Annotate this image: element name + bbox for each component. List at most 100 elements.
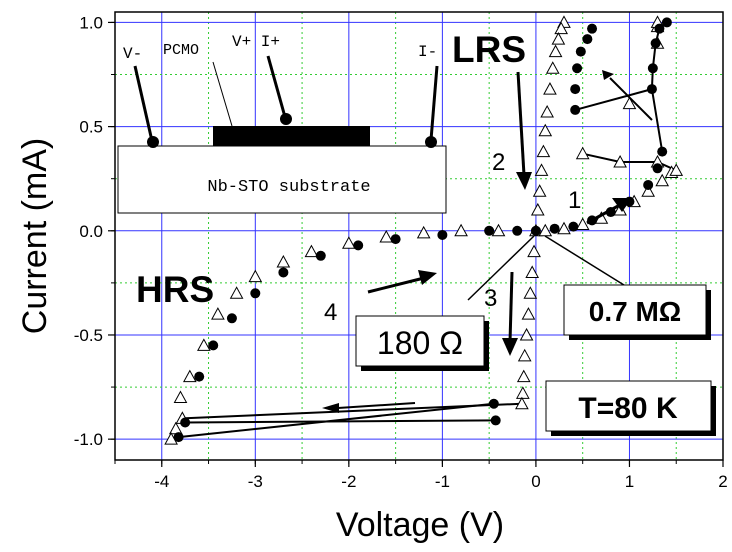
- data-point-circle: [570, 84, 581, 95]
- arrow-bottom: [322, 402, 416, 413]
- data-point-triangle: [622, 96, 637, 110]
- inset-substrate: [117, 145, 447, 214]
- plot-frame: [114, 11, 724, 461]
- inset-vplus-contact: [280, 113, 292, 125]
- data-point-circle: [512, 225, 523, 236]
- series-connector: [574, 88, 653, 111]
- x-tick-label: 0: [531, 472, 540, 491]
- data-point-circle: [208, 340, 219, 351]
- data-point-triangle: [342, 236, 356, 249]
- series-connector: [582, 152, 677, 172]
- x-tick-label: -2: [341, 472, 356, 491]
- data-point-triangle: [641, 184, 656, 197]
- data-point-circle: [250, 288, 261, 299]
- pointer-0-7-megaohm: [544, 235, 633, 291]
- y-axis-title: Current (mA): [16, 138, 54, 334]
- branch-label-2: 2: [492, 149, 505, 176]
- data-point-circle: [530, 225, 541, 236]
- data-point-circle: [484, 225, 495, 236]
- series-layer: [164, 15, 684, 445]
- data-point-triangle: [575, 146, 590, 160]
- inset-schematic: Nb-STO substrate V- PCMO V+ I+ I-: [117, 33, 447, 214]
- data-point-circle: [488, 398, 499, 409]
- data-point-triangle: [304, 244, 319, 258]
- data-point-triangle: [538, 123, 553, 137]
- data-point-triangle: [491, 223, 506, 237]
- r-high-label: 180 Ω: [377, 325, 463, 361]
- data-point-triangle: [527, 244, 541, 258]
- data-point-triangle: [182, 369, 197, 383]
- data-point-triangle: [173, 390, 188, 403]
- data-point-circle: [582, 34, 593, 45]
- data-point-circle: [647, 63, 658, 74]
- branch-label-4: 4: [324, 299, 337, 326]
- arrow-branch-3: [502, 271, 518, 356]
- data-point-triangle: [197, 338, 211, 351]
- series-1: [164, 15, 684, 445]
- data-point-triangle: [211, 307, 225, 320]
- data-point-circle: [575, 46, 586, 57]
- data-point-circle: [570, 104, 581, 115]
- branch-label-3: 3: [484, 285, 497, 312]
- data-point-circle: [549, 223, 560, 234]
- data-point-circle: [490, 415, 501, 426]
- branch-label-1: 1: [568, 187, 581, 214]
- arrow-lrs: [516, 71, 532, 190]
- data-point-triangle: [521, 307, 536, 320]
- x-tick-label: -3: [248, 472, 263, 491]
- data-point-triangle: [554, 21, 569, 35]
- data-point-circle: [646, 84, 657, 95]
- data-point-circle: [654, 23, 665, 34]
- data-point-triangle: [575, 217, 590, 231]
- inset-i-minus-label: I-: [418, 43, 437, 61]
- data-point-circle: [278, 267, 289, 278]
- annotation-arrows: [322, 70, 653, 413]
- data-point-triangle: [248, 269, 263, 283]
- y-tick-label: -0.5: [74, 326, 103, 345]
- x-tick-label: -4: [154, 472, 169, 491]
- y-tick-label: 0.5: [79, 118, 103, 137]
- data-point-triangle: [548, 44, 563, 58]
- data-point-circle: [587, 23, 598, 34]
- data-point-triangle: [551, 32, 566, 45]
- series-2: [173, 17, 672, 443]
- data-point-circle: [661, 17, 672, 28]
- arrow-branch-4: [367, 270, 437, 294]
- inset-v-minus-contact: [147, 136, 159, 148]
- data-point-circle: [226, 313, 237, 324]
- inset-v-minus-wire: [133, 65, 154, 142]
- data-point-triangle: [454, 223, 468, 237]
- data-point-triangle: [613, 154, 627, 168]
- data-point-circle: [568, 221, 579, 232]
- y-tick-label: 1.0: [79, 13, 103, 32]
- data-point-circle: [315, 250, 326, 261]
- inset-pcmo-film: [213, 126, 370, 146]
- inset-substrate-label: Nb-STO substrate: [207, 178, 370, 197]
- y-tick-label: 0.0: [79, 222, 103, 241]
- inset-i-minus-wire: [429, 65, 439, 141]
- data-point-triangle: [416, 225, 431, 239]
- data-point-circle: [650, 38, 661, 49]
- inset-pcmo-label: PCMO: [163, 42, 199, 59]
- inset-v-minus-label: V-: [123, 45, 142, 63]
- x-tick-label: -1: [435, 472, 450, 491]
- data-point-triangle: [276, 255, 291, 268]
- series-connector: [178, 402, 494, 439]
- inset-vplus-iplus-label: V+ I+: [232, 33, 280, 51]
- axis-ticks: -4 -3 -2 -1 0 1 2 -1.0 -0.5 0.0 0.5 1.0: [74, 13, 728, 491]
- data-point-circle: [390, 234, 401, 245]
- inset-i-minus-contact: [425, 136, 437, 148]
- data-point-triangle: [534, 163, 549, 176]
- data-point-triangle: [669, 163, 684, 176]
- data-point-circle: [652, 163, 663, 174]
- data-point-triangle: [519, 327, 534, 341]
- r-high-box: 180 Ω: [355, 315, 489, 371]
- y-tick-label: -1.0: [74, 430, 103, 449]
- temperature-label: T=80 K: [578, 392, 678, 425]
- r-low-box: 0.7 MΩ: [563, 284, 711, 340]
- data-point-triangle: [515, 386, 530, 399]
- data-point-triangle: [379, 229, 394, 243]
- hrs-label: HRS: [136, 269, 214, 310]
- data-point-triangle: [540, 104, 554, 118]
